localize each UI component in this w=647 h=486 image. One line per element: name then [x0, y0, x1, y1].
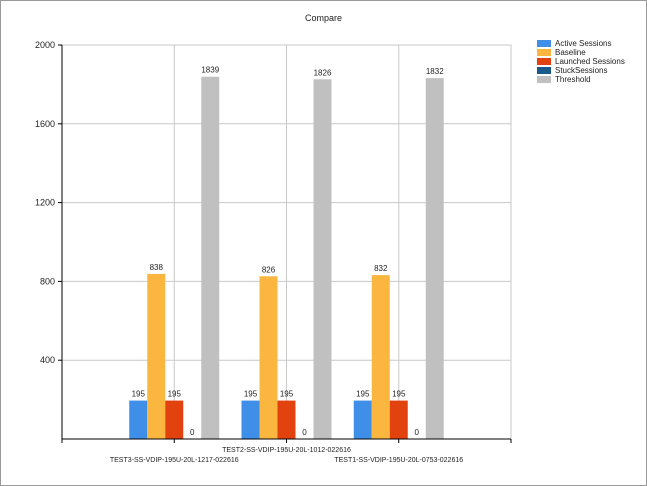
- data-label: 0: [302, 428, 307, 437]
- data-label: 195: [356, 390, 370, 399]
- data-label: 195: [392, 390, 406, 399]
- legend-swatch: [537, 49, 551, 56]
- legend-label: StuckSessions: [555, 66, 608, 75]
- x-tick-label: TEST3-SS-VDIP-195U-20L-1217-022616: [110, 457, 239, 464]
- chart-legend: Active Sessions Baseline Launched Sessions…: [537, 39, 625, 84]
- legend-label: Threshold: [555, 75, 591, 84]
- chart-title: Compare: [304, 13, 342, 23]
- bar: [277, 400, 296, 439]
- legend-swatch: [537, 58, 551, 65]
- bar: [165, 400, 184, 439]
- bar: [313, 79, 332, 439]
- x-tick-label: TEST2-SS-VDIP-195U-20L-1012-022616: [222, 447, 351, 454]
- legend-item: Threshold: [537, 75, 625, 84]
- data-label: 195: [280, 390, 294, 399]
- data-label: 838: [150, 263, 164, 272]
- bar: [425, 78, 444, 439]
- data-label: 1832: [426, 67, 444, 76]
- data-label: 1826: [314, 68, 332, 77]
- legend-swatch: [537, 67, 551, 74]
- legend-item: StuckSessions: [537, 66, 625, 75]
- legend-swatch: [537, 40, 551, 47]
- legend-item: Launched Sessions: [537, 57, 625, 66]
- data-label: 195: [168, 390, 182, 399]
- y-tick-label: 800: [40, 276, 55, 286]
- data-label: 1839: [201, 66, 219, 75]
- y-tick-label: 1200: [35, 198, 55, 208]
- bar: [371, 275, 390, 439]
- y-tick-label: 2000: [35, 40, 55, 50]
- legend-label: Launched Sessions: [555, 57, 625, 66]
- data-label: 0: [415, 428, 420, 437]
- data-label: 0: [190, 428, 195, 437]
- bar: [241, 400, 260, 439]
- y-tick-label: 1600: [35, 119, 55, 129]
- data-label: 832: [374, 264, 388, 273]
- bar: [259, 276, 278, 439]
- bar: [389, 400, 408, 439]
- legend-item: Active Sessions: [537, 39, 625, 48]
- y-tick-label: 400: [40, 355, 55, 365]
- data-label: 826: [262, 265, 276, 274]
- x-tick-label: TEST1-SS-VDIP-195U-20L-0753-022616: [334, 457, 463, 464]
- legend-swatch: [537, 76, 551, 83]
- data-label: 195: [132, 390, 146, 399]
- bar: [201, 76, 220, 439]
- bar: [147, 273, 166, 439]
- legend-label: Active Sessions: [555, 39, 612, 48]
- bar: [129, 400, 148, 439]
- data-label: 195: [244, 390, 258, 399]
- legend-label: Baseline: [555, 48, 586, 57]
- bar: [353, 400, 372, 439]
- legend-item: Baseline: [537, 48, 625, 57]
